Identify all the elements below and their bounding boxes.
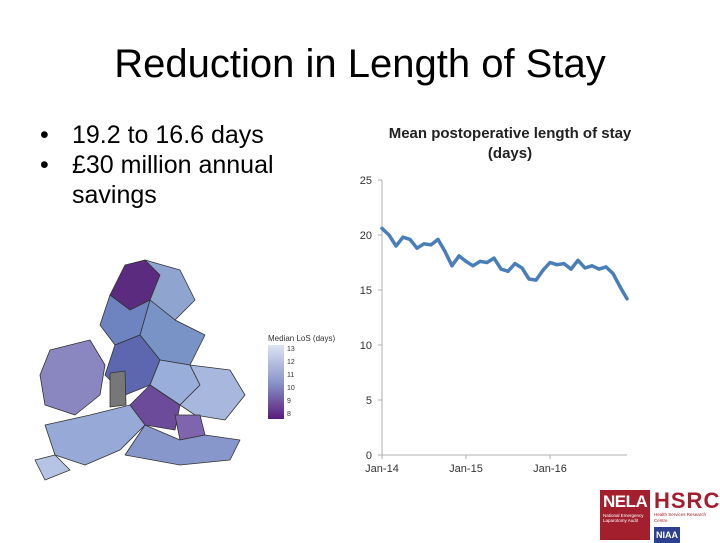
nela-logo-text: NELA <box>603 492 648 511</box>
los-data-point <box>583 266 587 270</box>
hsrc-logo-text: HSRC <box>654 488 720 513</box>
los-data-point <box>464 259 468 263</box>
los-data-point <box>478 259 482 263</box>
legend-tick: 9 <box>287 398 291 405</box>
bullet-savings: • £30 million annual savings <box>40 150 320 210</box>
los-data-point <box>562 262 566 266</box>
los-data-point <box>401 235 405 239</box>
los-data-point <box>548 261 552 264</box>
los-data-point <box>618 285 622 289</box>
nela-logo: NELA National Emergency Laparotomy Audit <box>600 490 650 540</box>
y-tick-label: 25 <box>360 175 372 187</box>
los-data-point <box>499 267 503 271</box>
los-data-point <box>576 258 580 262</box>
chart-title: Mean postoperative length of stay (days) <box>388 125 632 162</box>
x-tick-label: Jan-15 <box>449 463 483 475</box>
england-choropleth-map <box>34 259 246 481</box>
legend-tick: 8 <box>287 411 291 418</box>
bullet-list: • 19.2 to 16.6 days • £30 million annual s… <box>40 120 320 210</box>
map-legend: Median LoS (days) 13 12 11 10 9 8 <box>268 334 335 419</box>
y-tick-label: 0 <box>366 450 372 462</box>
y-tick-label: 5 <box>366 395 372 407</box>
los-data-point <box>429 243 433 247</box>
y-tick-label: 15 <box>360 285 372 297</box>
niaa-logo: NIAA <box>654 527 680 543</box>
map-region-oxford <box>129 384 181 431</box>
los-data-point <box>415 246 419 250</box>
los-data-point <box>436 237 440 241</box>
los-data-point <box>422 242 426 246</box>
los-data-point <box>443 250 447 253</box>
los-data-point <box>625 297 629 301</box>
los-data-point <box>450 264 454 268</box>
los-data-point <box>611 272 615 275</box>
bullet-los-change: • 19.2 to 16.6 days <box>40 120 320 150</box>
los-data-point <box>527 277 531 281</box>
map-region-grey-area <box>109 370 127 408</box>
x-tick-label: Jan-14 <box>365 463 399 475</box>
y-tick-label: 10 <box>360 340 372 352</box>
los-data-point <box>569 267 573 271</box>
los-data-point <box>485 261 489 264</box>
bullet-text: 19.2 to 16.6 days <box>72 121 264 149</box>
nela-logo-subtext: National Emergency Laparotomy Audit <box>603 513 644 523</box>
x-tick-label: Jan-16 <box>533 463 567 475</box>
map-region-east <box>179 364 246 421</box>
los-data-point <box>408 237 412 241</box>
los-series-line <box>380 226 629 301</box>
los-data-point <box>457 254 461 258</box>
bullet-dot-icon: • <box>40 121 49 149</box>
los-data-point <box>604 265 608 269</box>
y-tick-label: 20 <box>360 230 372 242</box>
los-data-point <box>555 263 559 267</box>
los-data-point <box>513 262 517 266</box>
slide-title: Reduction in Length of Stay <box>114 42 606 86</box>
map-region-south-east <box>124 424 241 466</box>
legend-title: Median LoS (days) <box>268 334 335 343</box>
hsrc-logo: HSRC Health Services Research Centre NIA… <box>654 488 720 543</box>
bullet-text: £30 million annual savings <box>72 151 274 209</box>
los-data-point <box>394 244 398 248</box>
hsrc-logo-subtext: Health Services Research Centre <box>654 512 707 523</box>
los-data-point <box>387 233 391 237</box>
los-line-chart: 0 5 10 15 20 25 Jan-14 Jan-15 Jan-16 <box>360 175 629 475</box>
los-data-point <box>506 269 510 273</box>
los-data-point <box>380 226 384 230</box>
los-data-point <box>590 264 594 268</box>
los-data-point <box>471 264 475 268</box>
los-data-point <box>492 256 496 260</box>
legend-tick: 10 <box>287 385 295 392</box>
legend-tick: 11 <box>287 372 294 379</box>
los-data-point <box>520 266 524 270</box>
legend-tick: 12 <box>287 359 295 366</box>
los-data-point <box>541 268 545 272</box>
map-region-wales <box>39 339 106 416</box>
map-region-south-west <box>44 404 146 466</box>
map-region-cornwall <box>34 454 71 481</box>
los-data-point <box>534 278 538 282</box>
legend-tick: 13 <box>287 346 295 353</box>
los-data-point <box>597 267 601 271</box>
bullet-dot-icon: • <box>40 151 49 179</box>
legend-color-bar <box>268 345 284 419</box>
